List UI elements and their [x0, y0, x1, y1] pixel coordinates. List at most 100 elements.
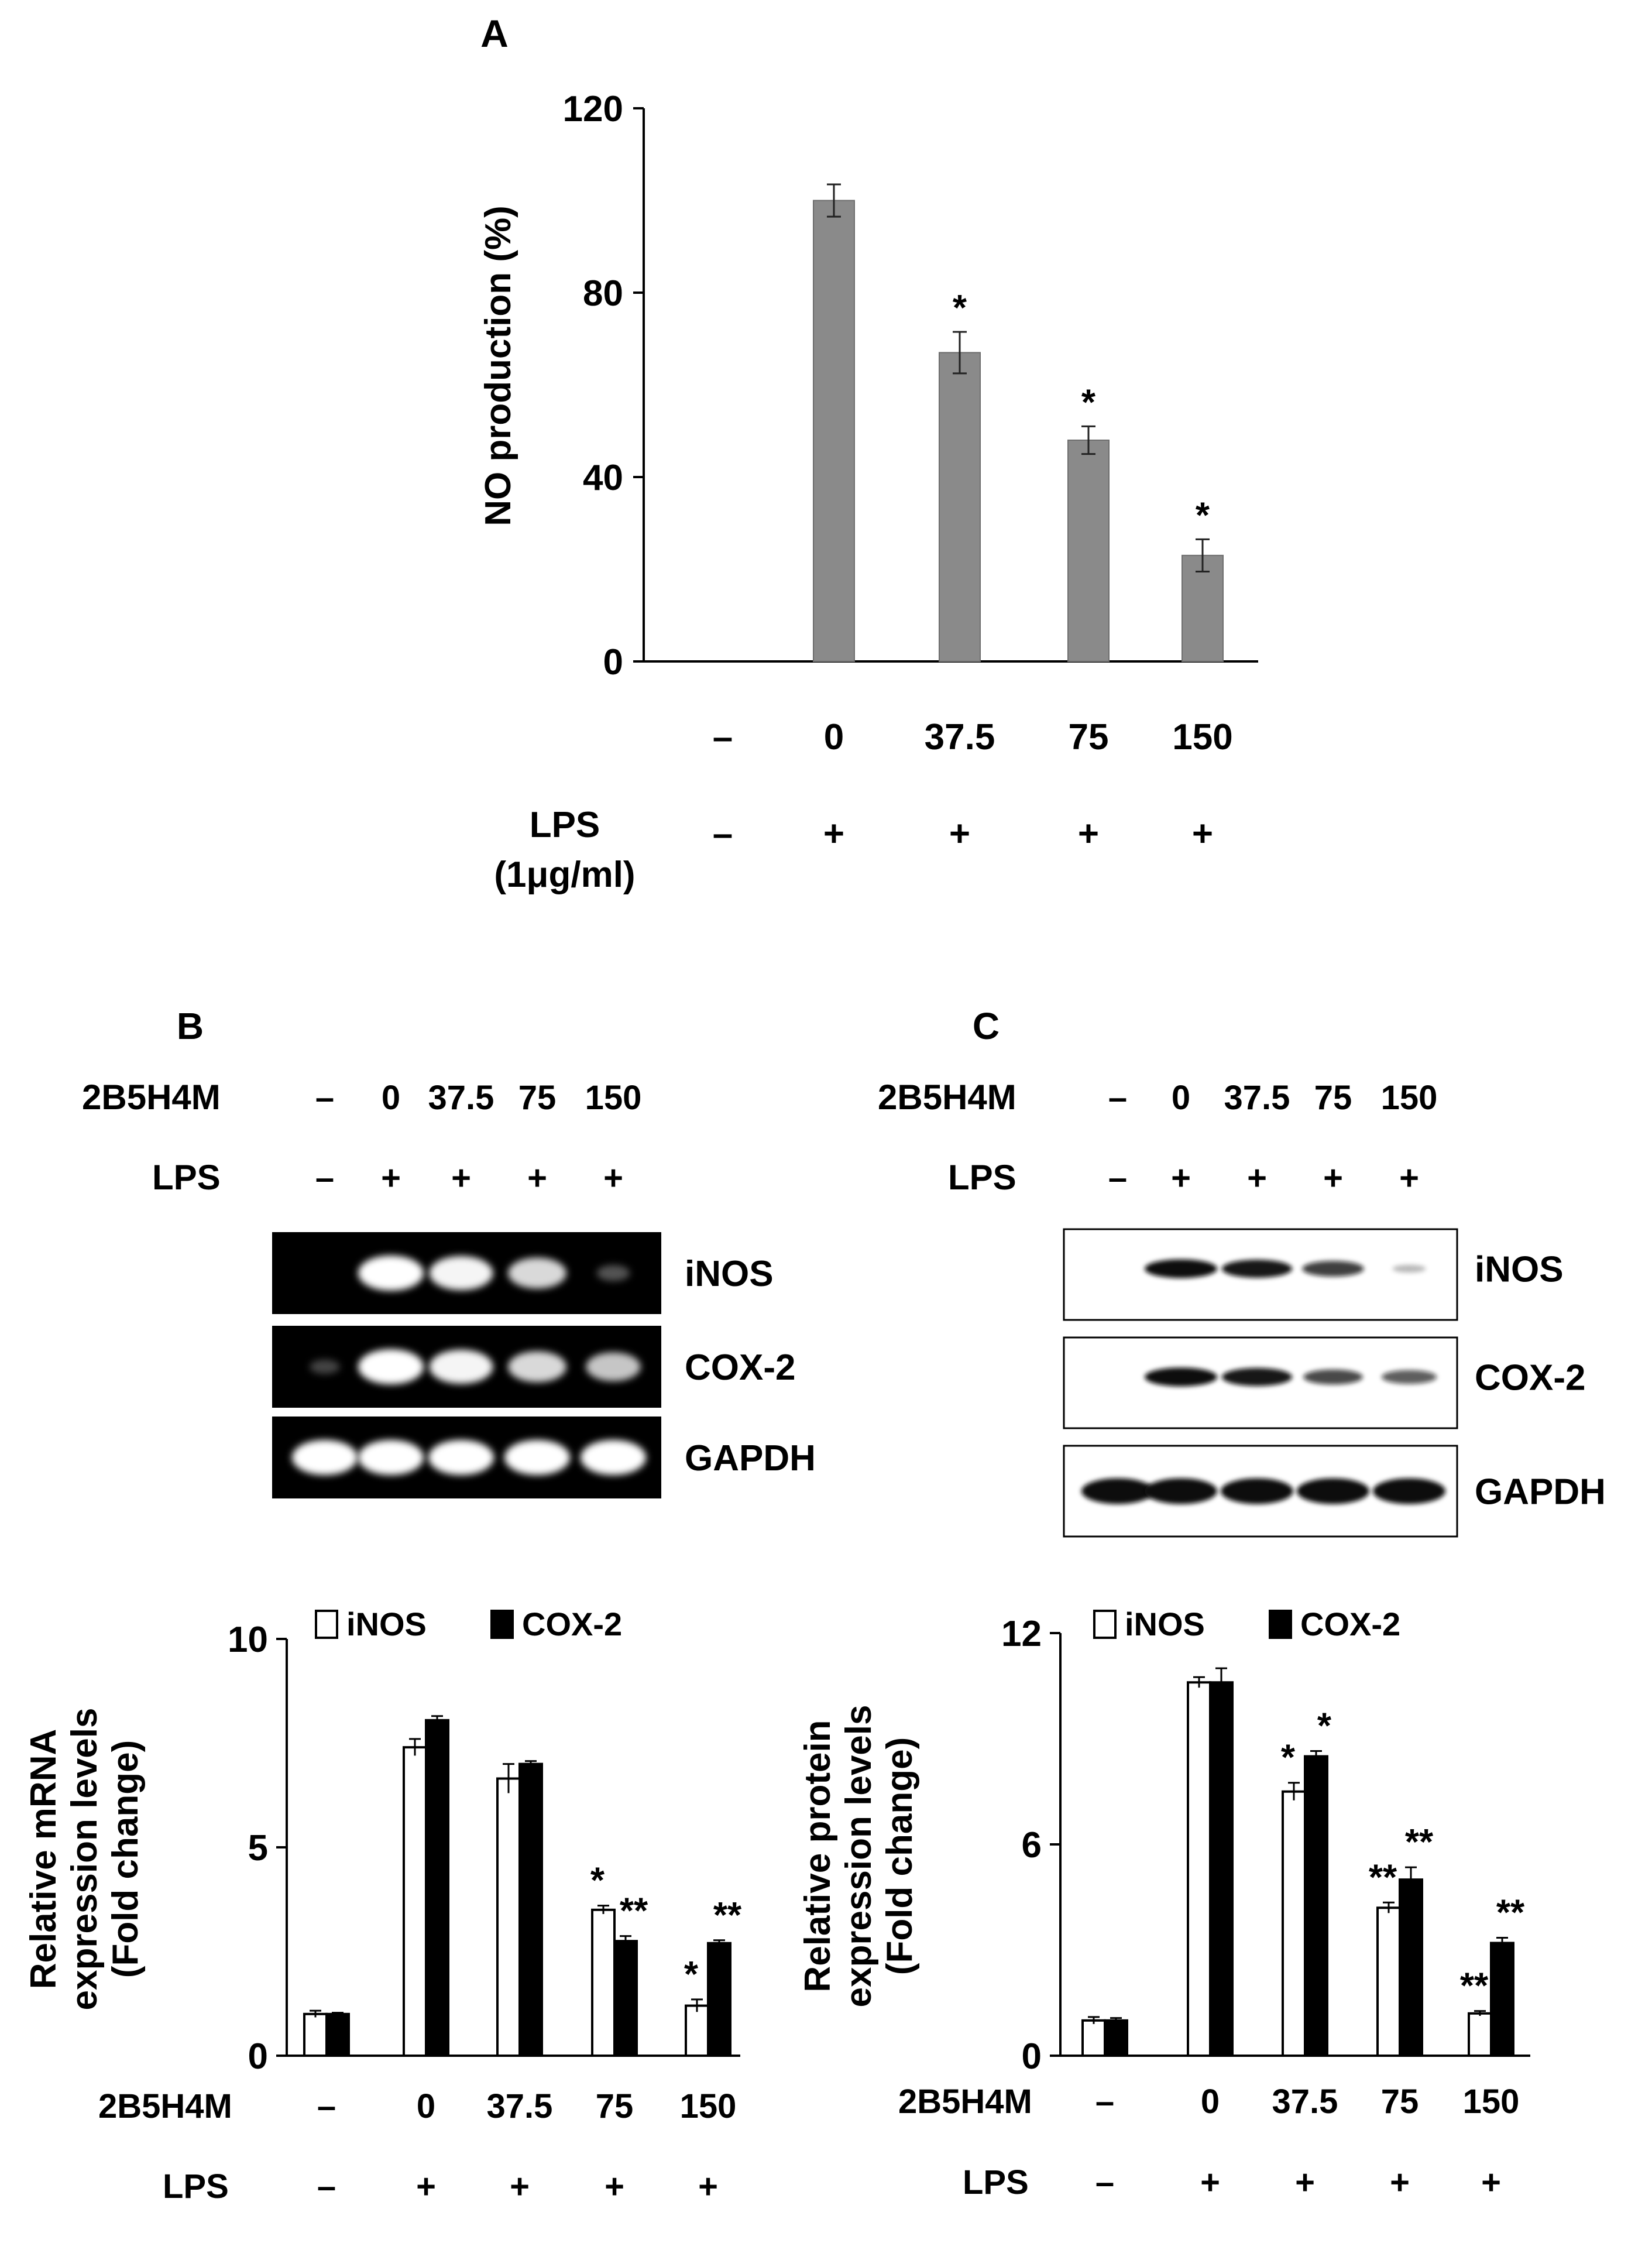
x-category-label: – — [713, 717, 733, 757]
lps-sign: + — [1247, 1159, 1267, 1197]
bar — [685, 2004, 709, 2057]
blot-row-label: GAPDH — [1475, 1472, 1606, 1513]
lps-sign: + — [1399, 1159, 1419, 1197]
lps-sign: + — [949, 814, 970, 854]
bar — [1104, 2019, 1128, 2057]
x-category-label: 37.5 — [925, 717, 995, 757]
panel-b-row1-label: 2B5H4M — [82, 1078, 221, 1117]
panel-b-row2-label: LPS — [152, 1158, 221, 1197]
significance-marker: ** — [1460, 1966, 1489, 2007]
legend-label: iNOS — [346, 1606, 427, 1642]
y-tick-label: 120 — [563, 89, 623, 129]
bar — [591, 1908, 616, 2057]
legend-label: COX-2 — [522, 1606, 622, 1642]
gel-band — [429, 1256, 493, 1291]
bar — [1081, 2019, 1106, 2057]
lps-sign: + — [605, 2167, 624, 2206]
y-tick-label: 12 — [1001, 1614, 1042, 1654]
lps-sign: – — [1108, 1159, 1127, 1197]
y-tick-label: 40 — [583, 458, 623, 498]
bar — [403, 1746, 427, 2057]
dose-label: – — [1108, 1079, 1127, 1117]
gel-band — [429, 1349, 493, 1384]
legend-label: iNOS — [1125, 1606, 1205, 1642]
y-tick-label: 0 — [603, 642, 623, 682]
significance-marker: * — [1281, 1738, 1296, 1778]
blot-band — [1145, 1367, 1217, 1387]
legend-swatch — [1093, 1610, 1117, 1639]
bar — [325, 2012, 350, 2057]
bar — [1468, 2012, 1492, 2057]
significance-marker: ** — [1369, 1857, 1397, 1898]
dose-label: 0 — [1172, 1079, 1190, 1117]
blot-row-label: iNOS — [1475, 1250, 1564, 1290]
bar — [1399, 1878, 1423, 2057]
blot-band — [1081, 1478, 1154, 1504]
x-category-label: 0 — [417, 2087, 435, 2125]
bar — [303, 2012, 328, 2057]
y-tick-label: 10 — [228, 1620, 268, 1660]
panel-c-row2-label: LPS — [948, 1158, 1016, 1197]
dose-label: 37.5 — [1224, 1079, 1290, 1117]
lps-sign: + — [416, 2167, 436, 2206]
lps-sign: + — [1171, 1159, 1191, 1197]
significance-marker: ** — [1405, 1822, 1434, 1863]
x-category-label: 150 — [1172, 717, 1232, 757]
significance-marker: * — [1081, 382, 1096, 423]
lps-sign: + — [698, 2167, 718, 2206]
legend-swatch — [315, 1610, 338, 1639]
lps-sign: + — [527, 1159, 547, 1197]
legend-label: COX-2 — [1300, 1606, 1400, 1642]
blot-band — [1221, 1368, 1293, 1386]
bar — [1067, 440, 1110, 662]
gel-band — [358, 1349, 424, 1384]
panel-a-chart: 0 40 80 120 – – 0 + * 37.5 + * 75 + * 150 + — [563, 89, 1258, 854]
x-category-label: 0 — [824, 717, 844, 757]
dose-label: 0 — [382, 1079, 400, 1117]
gel-band — [508, 1351, 566, 1383]
significance-marker: * — [1317, 1706, 1332, 1747]
blot-band — [1302, 1261, 1364, 1277]
legend-swatch — [1269, 1610, 1292, 1639]
legend-swatch — [490, 1610, 514, 1639]
blot-band — [1145, 1259, 1217, 1278]
blot-band — [1297, 1478, 1369, 1504]
y-tick-label: 80 — [583, 273, 623, 314]
lps-sign: + — [1481, 2163, 1501, 2201]
y-tick-label: 0 — [248, 2036, 268, 2077]
blot-band — [1221, 1478, 1293, 1504]
y-axis-title-line: (Fold change) — [880, 1737, 920, 1975]
panel-c-header: – – 0 +37.5 +75 +150 + — [1108, 1079, 1438, 1197]
dose-label: 150 — [585, 1079, 642, 1117]
blot-row-label: COX-2 — [1475, 1358, 1585, 1398]
bar — [518, 1762, 543, 2057]
significance-marker: ** — [713, 1895, 742, 1936]
y-tick-label: 5 — [248, 1828, 268, 1868]
x-category-label: 37.5 — [487, 2087, 553, 2125]
blot-band — [1373, 1478, 1445, 1504]
y-tick-label: 0 — [1022, 2036, 1042, 2077]
panel-a-lps-conc: (1μg/ml) — [494, 855, 635, 895]
blot-band — [1221, 1260, 1293, 1278]
x-row2-label: LPS — [163, 2167, 229, 2206]
bar — [707, 1942, 731, 2057]
panel-c-blot: iNOS COX-2 GAPDH — [1063, 1228, 1606, 1538]
lps-sign: + — [510, 2167, 530, 2206]
x-category-label: 37.5 — [1272, 2083, 1338, 2121]
panel-b-gel: iNOS COX-2 GAPDH — [272, 1232, 816, 1498]
blot-band — [1381, 1370, 1437, 1384]
panel-a-lps-label: LPS — [530, 805, 600, 845]
dose-label: 37.5 — [428, 1079, 494, 1117]
lps-sign: + — [1390, 2163, 1410, 2201]
panel-a-letter: A — [480, 12, 509, 55]
blot-box — [1063, 1336, 1458, 1429]
bar — [425, 1719, 449, 2057]
lps-sign: + — [603, 1159, 623, 1197]
x-category-label: 75 — [1069, 717, 1109, 757]
lps-sign: + — [1323, 1159, 1343, 1197]
dose-label: 150 — [1381, 1079, 1438, 1117]
lps-sign: + — [1078, 814, 1099, 854]
blot-box — [1063, 1228, 1458, 1321]
lps-sign: + — [823, 814, 844, 854]
bar — [1490, 1942, 1514, 2057]
